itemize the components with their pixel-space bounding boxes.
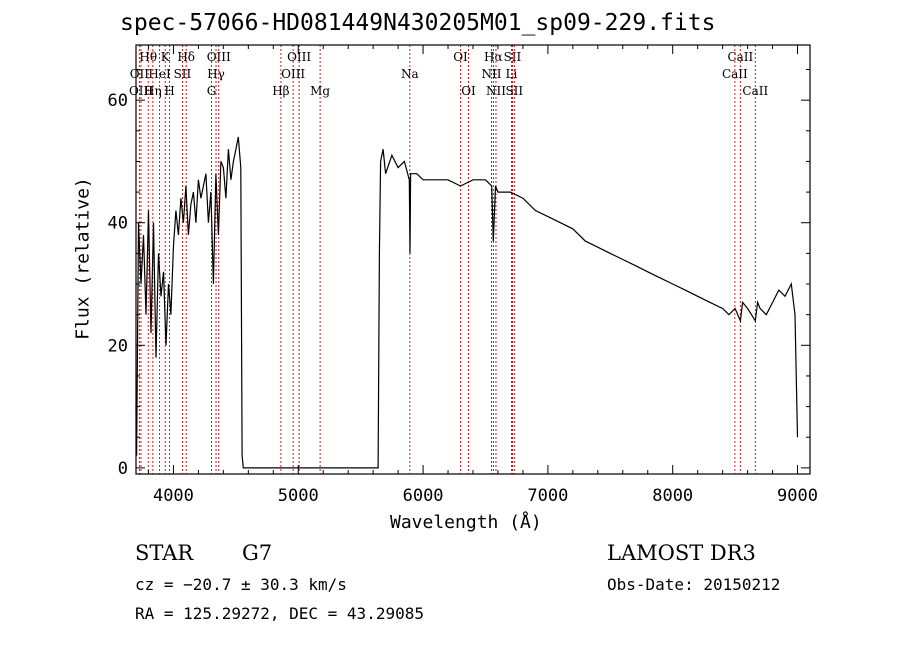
marker-label: HeI: [148, 67, 171, 81]
y-tick-label: 0: [118, 459, 128, 479]
marker-label: Hγ: [207, 67, 225, 81]
marker-label: Hβ: [272, 84, 289, 98]
marker-label: OIII: [129, 84, 153, 98]
marker-label: SII: [504, 50, 522, 64]
marker-label: OI: [453, 50, 468, 64]
redshift-velocity: cz = −20.7 ± 30.3 km/s: [135, 575, 347, 594]
marker-label: OI: [461, 84, 476, 98]
marker-label: OIII: [287, 50, 311, 64]
marker-label: CaII: [727, 50, 753, 64]
object-subclass: G7: [242, 541, 273, 565]
marker-label: Hη: [144, 84, 162, 98]
survey-name: LAMOST DR3: [607, 541, 756, 565]
marker-label: Hα: [484, 50, 503, 64]
observation-date: Obs-Date: 20150212: [607, 575, 781, 594]
marker-label: OIII: [207, 50, 231, 64]
x-tick-label: 7000: [527, 486, 568, 506]
x-axis-label: Wavelength (Å): [390, 512, 542, 533]
chart-title: spec-57066-HD081449N430205M01_sp09-229.f…: [120, 10, 716, 36]
marker-label: NII: [486, 84, 506, 98]
marker-label: Hθ: [139, 50, 157, 64]
marker-label: H: [164, 84, 174, 98]
ra-dec: RA = 125.29272, DEC = 43.29085: [135, 604, 424, 623]
marker-label: G: [207, 84, 217, 98]
marker-label: OII: [130, 67, 150, 81]
x-tick-label: 8000: [652, 486, 693, 506]
plot-frame: [135, 44, 811, 475]
marker-label: NII: [481, 67, 501, 81]
marker-label: CaII: [722, 67, 748, 81]
x-tick-label: 5000: [278, 486, 319, 506]
object-class: STAR: [135, 541, 194, 565]
spectrum-line: [135, 136, 799, 469]
y-tick-label: 60: [108, 91, 128, 111]
y-axis-label: Flux (relative): [72, 177, 94, 340]
x-tick-label: 9000: [777, 486, 818, 506]
y-tick-label: 20: [108, 336, 128, 356]
x-tick-label: 4000: [153, 486, 194, 506]
marker-label: Hδ: [177, 50, 195, 64]
marker-label: CaII: [742, 84, 768, 98]
marker-label: Mg: [310, 84, 330, 98]
marker-label: SII: [505, 84, 523, 98]
x-tick-label: 6000: [403, 486, 444, 506]
marker-label: Na: [401, 67, 419, 81]
marker-label: OIII: [281, 67, 305, 81]
y-tick-label: 40: [108, 214, 128, 234]
marker-label: Li: [506, 67, 518, 81]
marker-label: SII: [174, 67, 192, 81]
marker-label: K: [161, 50, 171, 64]
